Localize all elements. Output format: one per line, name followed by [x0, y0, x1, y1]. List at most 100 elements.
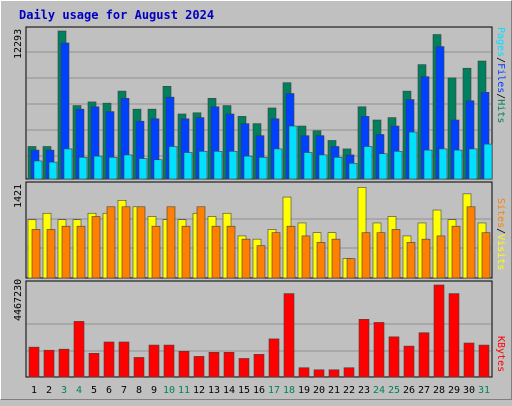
x-label-day-28: 28: [433, 385, 445, 396]
bar-kbytes-day-7: [118, 341, 130, 378]
bar-kbytes-day-23: [358, 319, 370, 378]
bar-kbytes-day-17: [268, 338, 280, 378]
legend-files: Files: [495, 63, 506, 93]
bar-kbytes-day-19: [298, 367, 310, 378]
bar-kbytes-day-1: [28, 346, 40, 378]
bar-kbytes-day-24: [373, 322, 385, 378]
bar-kbytes-day-4: [73, 321, 85, 378]
bar-sites-day-15: [241, 238, 251, 279]
x-label-day-31: 31: [478, 385, 490, 396]
kbytes-ymax-label: 4467230: [13, 279, 24, 321]
bar-sites-day-3: [61, 225, 71, 279]
bar-pages-day-18: [288, 125, 298, 180]
x-label-day-5: 5: [91, 385, 97, 396]
x-label-day-30: 30: [463, 385, 475, 396]
x-axis-day-labels: 1 2 3 4 5 6 7 8 9 10 11 12 13 14 15 16 17 18 19 20 21 22 23 24 2…: [31, 385, 490, 396]
x-label-day-4: 4: [76, 385, 82, 396]
bar-sites-day-9: [151, 225, 161, 279]
bar-pages-day-10: [168, 146, 178, 180]
x-label-day-1: 1: [31, 385, 37, 396]
legend-pages: Pages: [495, 27, 506, 57]
bar-pages-day-28: [438, 148, 448, 180]
bar-kbytes-day-30: [463, 342, 475, 378]
bar-kbytes-day-27: [418, 332, 430, 378]
bar-kbytes-day-21: [328, 369, 340, 378]
bar-pages-day-30: [468, 148, 478, 180]
bar-pages-day-1: [33, 160, 43, 180]
bar-sites-day-27: [421, 238, 431, 279]
bar-pages-day-29: [453, 149, 463, 180]
visits-ymax-label: 1421: [13, 184, 24, 208]
x-label-day-3: 3: [61, 385, 67, 396]
chart-marks: [27, 30, 493, 378]
x-label-day-14: 14: [223, 385, 235, 396]
legend-sep-2: /: [495, 93, 506, 99]
bar-pages-day-24: [378, 153, 388, 180]
bar-pages-day-20: [318, 154, 328, 180]
bar-pages-day-21: [333, 157, 343, 180]
bar-kbytes-day-20: [313, 369, 325, 378]
bar-pages-day-23: [363, 146, 373, 180]
bar-sites-day-25: [391, 229, 401, 279]
bar-kbytes-day-29: [448, 293, 460, 378]
bar-sites-day-14: [226, 225, 236, 279]
x-label-day-15: 15: [238, 385, 250, 396]
bar-pages-day-8: [138, 158, 148, 180]
bar-sites-day-30: [466, 206, 476, 279]
bar-kbytes-day-22: [343, 367, 355, 378]
legend-visits: Visits: [495, 234, 506, 270]
x-label-day-29: 29: [448, 385, 460, 396]
bar-sites-day-5: [91, 216, 101, 279]
x-label-day-16: 16: [253, 385, 265, 396]
x-label-day-10: 10: [163, 385, 175, 396]
bar-sites-day-6: [106, 206, 116, 279]
x-label-day-26: 26: [403, 385, 415, 396]
bar-pages-day-31: [483, 143, 493, 180]
bar-sites-day-1: [31, 229, 41, 279]
bar-sites-day-8: [136, 206, 146, 279]
x-label-day-25: 25: [388, 385, 400, 396]
bar-sites-day-2: [46, 229, 56, 279]
bar-pages-day-22: [348, 163, 358, 180]
bar-sites-day-18: [286, 225, 296, 279]
x-label-day-11: 11: [178, 385, 190, 396]
x-label-day-24: 24: [373, 385, 385, 396]
bar-pages-day-13: [213, 151, 223, 180]
x-label-day-21: 21: [328, 385, 340, 396]
x-label-day-18: 18: [283, 385, 295, 396]
bar-pages-day-15: [243, 155, 253, 180]
bar-kbytes-day-18: [283, 293, 295, 378]
bar-pages-day-26: [408, 131, 418, 180]
bar-sites-day-24: [376, 232, 386, 279]
hits-ymax-label: 12293: [13, 29, 24, 59]
x-label-day-22: 22: [343, 385, 355, 396]
hits-files-pages-legend: Pages/Files/Hits: [495, 27, 506, 123]
bar-pages-day-19: [303, 152, 313, 180]
legend-kbytes: KBytes: [495, 336, 506, 372]
bar-pages-day-27: [423, 149, 433, 180]
x-label-day-2: 2: [46, 385, 52, 396]
bar-sites-day-22: [346, 258, 356, 279]
bar-pages-day-14: [228, 151, 238, 180]
legend-sep-1: /: [495, 57, 506, 63]
bar-pages-day-17: [273, 148, 283, 180]
x-label-day-27: 27: [418, 385, 430, 396]
bar-pages-day-7: [123, 154, 133, 180]
x-label-day-12: 12: [193, 385, 205, 396]
bar-kbytes-day-13: [208, 351, 220, 378]
bar-pages-day-3: [63, 148, 73, 180]
bar-sites-day-17: [271, 232, 281, 279]
bar-pages-day-2: [48, 161, 58, 180]
bar-kbytes-day-26: [403, 345, 415, 378]
bar-sites-day-26: [406, 242, 416, 279]
bar-kbytes-day-10: [163, 344, 175, 378]
bar-kbytes-day-28: [433, 284, 445, 378]
x-label-day-23: 23: [358, 385, 370, 396]
bar-sites-day-23: [361, 232, 371, 279]
kbytes-legend: KBytes: [495, 336, 506, 372]
bar-kbytes-day-6: [103, 341, 115, 378]
bar-sites-day-7: [121, 206, 131, 279]
bar-sites-day-12: [196, 206, 206, 279]
